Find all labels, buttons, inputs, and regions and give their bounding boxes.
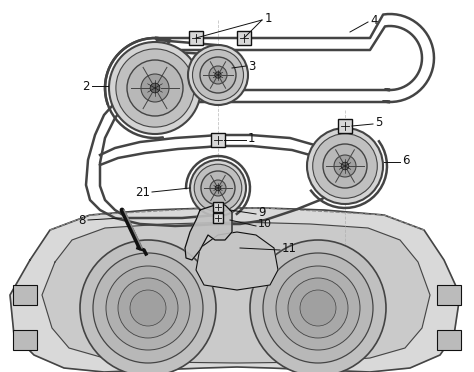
- Bar: [213, 213, 223, 223]
- Polygon shape: [185, 205, 232, 260]
- Circle shape: [150, 83, 160, 93]
- Circle shape: [93, 253, 203, 363]
- Circle shape: [313, 134, 377, 198]
- Bar: [338, 119, 352, 133]
- Circle shape: [276, 266, 360, 350]
- Polygon shape: [42, 222, 430, 363]
- Circle shape: [334, 155, 356, 177]
- Circle shape: [210, 180, 226, 196]
- Circle shape: [341, 162, 349, 170]
- Text: 1: 1: [264, 12, 272, 25]
- Circle shape: [250, 240, 386, 372]
- Text: 4: 4: [370, 13, 377, 26]
- Circle shape: [201, 171, 235, 205]
- Circle shape: [106, 266, 190, 350]
- Text: 5: 5: [375, 115, 383, 128]
- Circle shape: [215, 185, 221, 191]
- Bar: [213, 202, 223, 212]
- Bar: [437, 285, 461, 305]
- Text: 11: 11: [282, 241, 297, 254]
- Circle shape: [118, 278, 178, 338]
- Circle shape: [127, 60, 183, 116]
- Circle shape: [300, 290, 336, 326]
- Circle shape: [192, 49, 244, 100]
- Text: 2: 2: [82, 80, 90, 93]
- Text: 6: 6: [402, 154, 410, 167]
- Circle shape: [263, 253, 373, 363]
- Circle shape: [323, 144, 367, 188]
- Circle shape: [194, 164, 242, 212]
- Circle shape: [141, 74, 169, 102]
- Circle shape: [200, 57, 236, 93]
- Circle shape: [130, 290, 166, 326]
- Polygon shape: [10, 208, 460, 372]
- Circle shape: [116, 49, 194, 127]
- Text: 9: 9: [258, 205, 265, 218]
- Text: 3: 3: [248, 60, 255, 73]
- Text: 10: 10: [258, 219, 272, 229]
- Circle shape: [307, 128, 383, 204]
- Circle shape: [190, 160, 246, 216]
- Bar: [437, 330, 461, 350]
- Bar: [189, 31, 203, 45]
- Text: 8: 8: [79, 214, 86, 227]
- Circle shape: [80, 240, 216, 372]
- Circle shape: [109, 42, 201, 134]
- Text: 21: 21: [135, 186, 150, 199]
- Bar: [13, 330, 37, 350]
- Text: 1: 1: [248, 131, 255, 144]
- Bar: [211, 133, 225, 147]
- Circle shape: [288, 278, 348, 338]
- Circle shape: [209, 66, 227, 84]
- Polygon shape: [196, 232, 278, 290]
- Circle shape: [215, 72, 221, 78]
- Bar: [13, 285, 37, 305]
- Bar: [237, 31, 251, 45]
- Circle shape: [188, 45, 248, 105]
